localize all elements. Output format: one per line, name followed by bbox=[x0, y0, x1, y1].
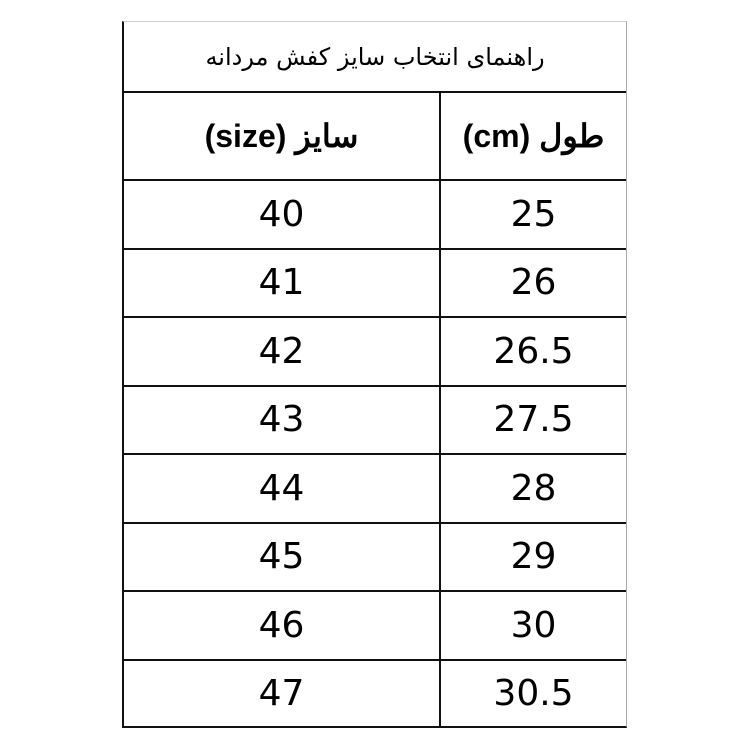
size-cell: 40 bbox=[124, 181, 441, 248]
header-size: سایز (size) bbox=[124, 93, 441, 179]
length-cell: 25 bbox=[510, 193, 557, 235]
length-cell: 29 bbox=[510, 536, 557, 578]
size-cell: 46 bbox=[124, 592, 441, 659]
size-cell: 45 bbox=[124, 523, 441, 590]
length-cell: 26.5 bbox=[493, 330, 574, 372]
table-row: 40 25 bbox=[124, 181, 626, 250]
table-row: 46 30 bbox=[124, 592, 626, 661]
size-chart-table: راهنمای انتخاب سایز کفش مردانه سایز (siz… bbox=[122, 21, 627, 728]
size-cell: 47 bbox=[124, 660, 441, 727]
size-cell: 43 bbox=[124, 386, 441, 453]
size-cell: 41 bbox=[124, 249, 441, 316]
length-cell: 30.5 bbox=[493, 673, 574, 714]
table-row: 47 30.5 bbox=[124, 660, 626, 727]
table-row: 42 26.5 bbox=[124, 318, 626, 387]
table-title: راهنمای انتخاب سایز کفش مردانه bbox=[124, 22, 626, 93]
table-row: 43 27.5 bbox=[124, 386, 626, 455]
length-cell: 26 bbox=[510, 262, 557, 304]
length-cell: 30 bbox=[510, 604, 557, 646]
size-cell: 42 bbox=[124, 318, 441, 385]
size-cell: 44 bbox=[124, 455, 441, 522]
header-length: طول (cm) bbox=[462, 118, 605, 154]
header-row: سایز (size) طول (cm) bbox=[124, 93, 626, 181]
length-cell: 28 bbox=[510, 467, 557, 509]
table-row: 41 26 bbox=[124, 249, 626, 318]
table-row: 44 28 bbox=[124, 455, 626, 524]
table-row: 45 29 bbox=[124, 523, 626, 592]
length-cell: 27.5 bbox=[493, 399, 574, 441]
